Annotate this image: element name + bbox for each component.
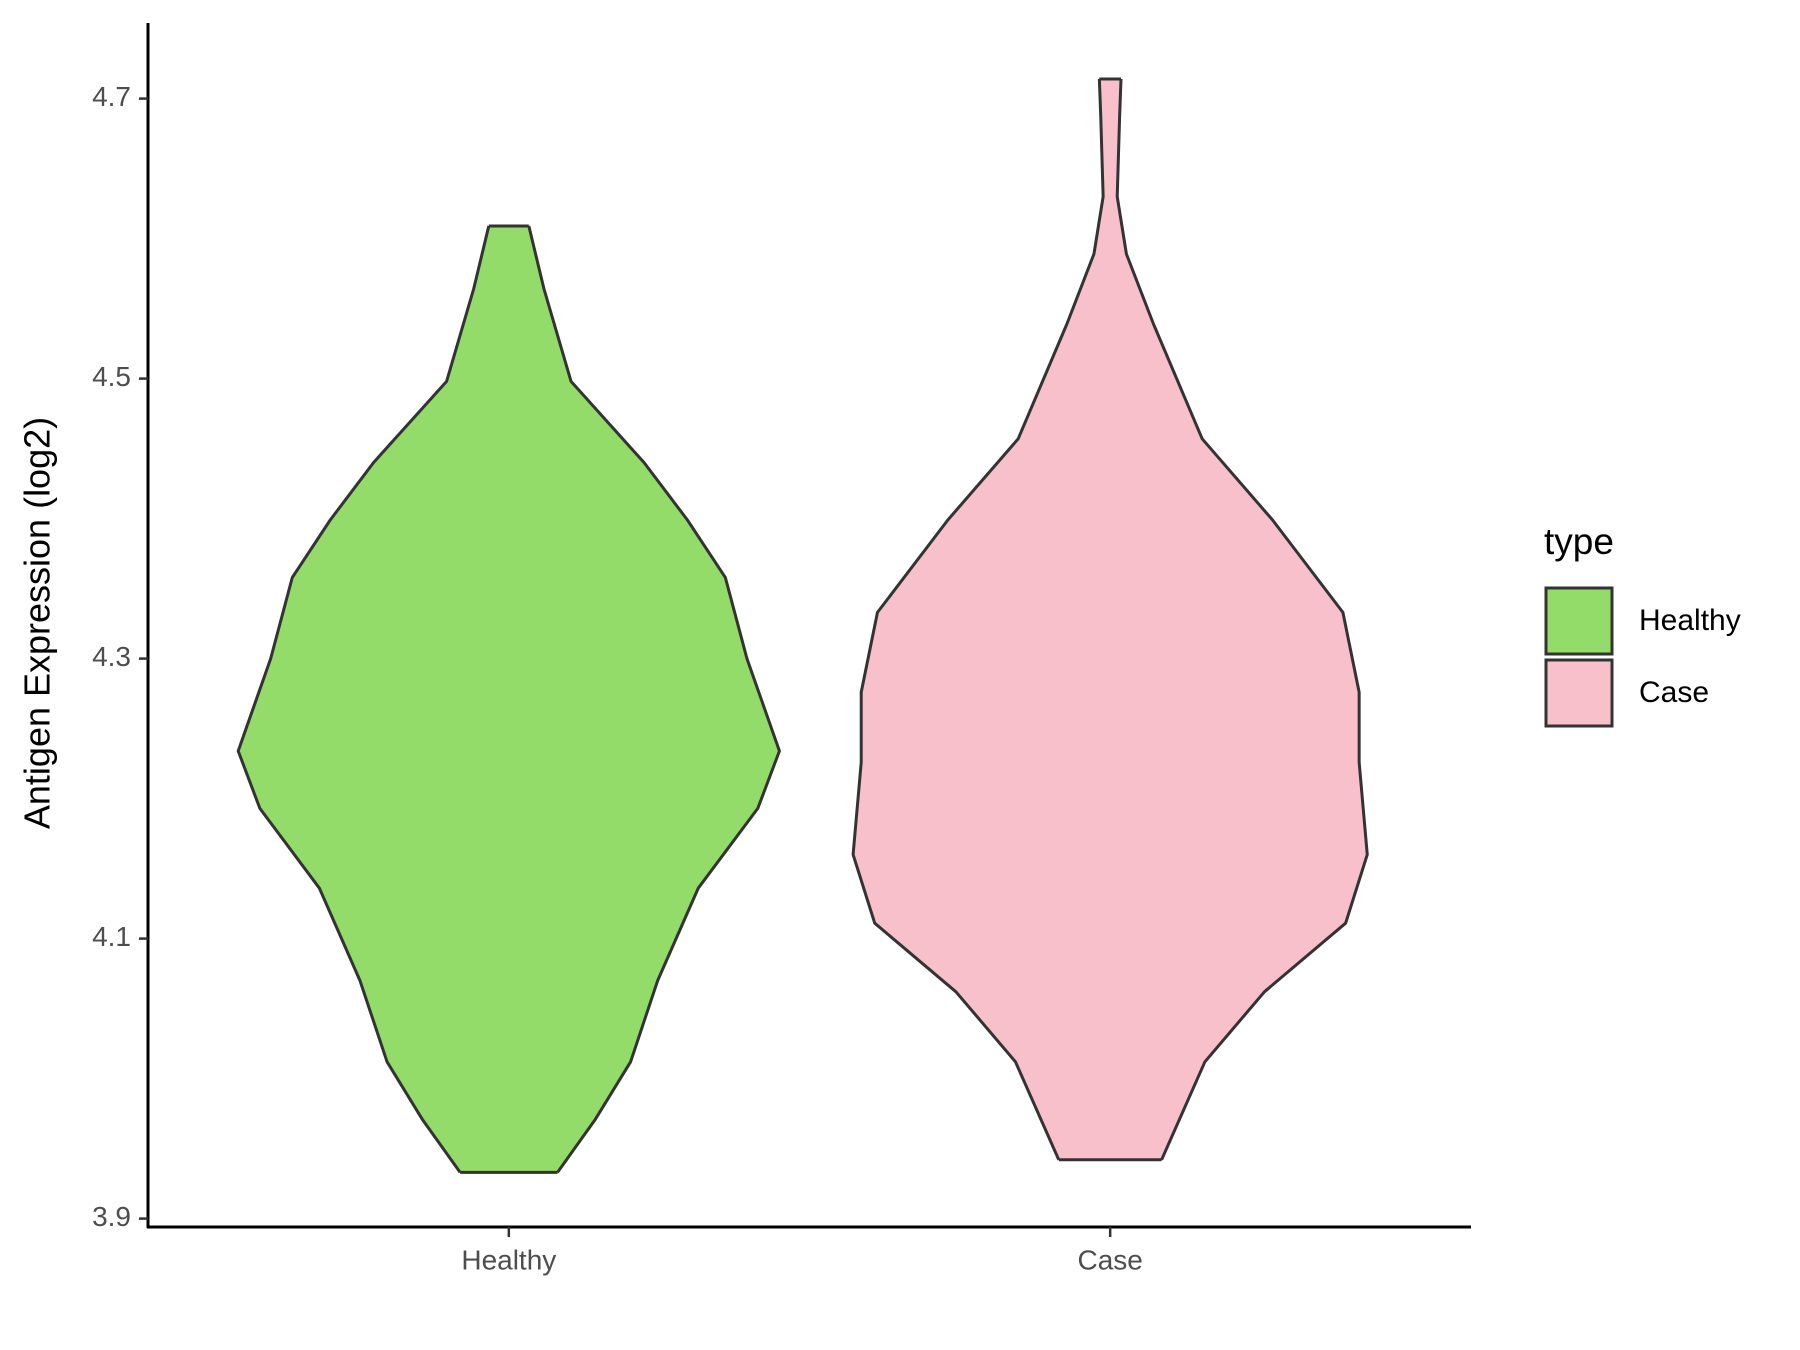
legend-title: type — [1544, 521, 1614, 562]
violin-body — [853, 79, 1368, 1160]
legend-label: Case — [1639, 676, 1709, 709]
violin-outline-left — [236, 225, 491, 1174]
violin-outline-right — [527, 225, 781, 1174]
y-tick-label: 4.3 — [92, 641, 131, 672]
legend-label: Healthy — [1639, 604, 1741, 637]
legend-key — [1544, 586, 1614, 656]
violin-body — [238, 226, 780, 1173]
x-tick-label: Case — [1077, 1244, 1142, 1275]
violin-outline-right — [1115, 78, 1369, 1161]
x-tick-label: Healthy — [461, 1244, 556, 1275]
legend-key — [1544, 658, 1614, 728]
y-axis-title: Antigen Expression (log2) — [17, 417, 58, 829]
y-tick-label: 3.9 — [92, 1201, 131, 1232]
y-tick-label: 4.5 — [92, 361, 131, 392]
violin-outline-left — [851, 78, 1105, 1161]
y-tick-label: 4.7 — [92, 81, 131, 112]
y-tick-label: 4.1 — [92, 921, 131, 952]
